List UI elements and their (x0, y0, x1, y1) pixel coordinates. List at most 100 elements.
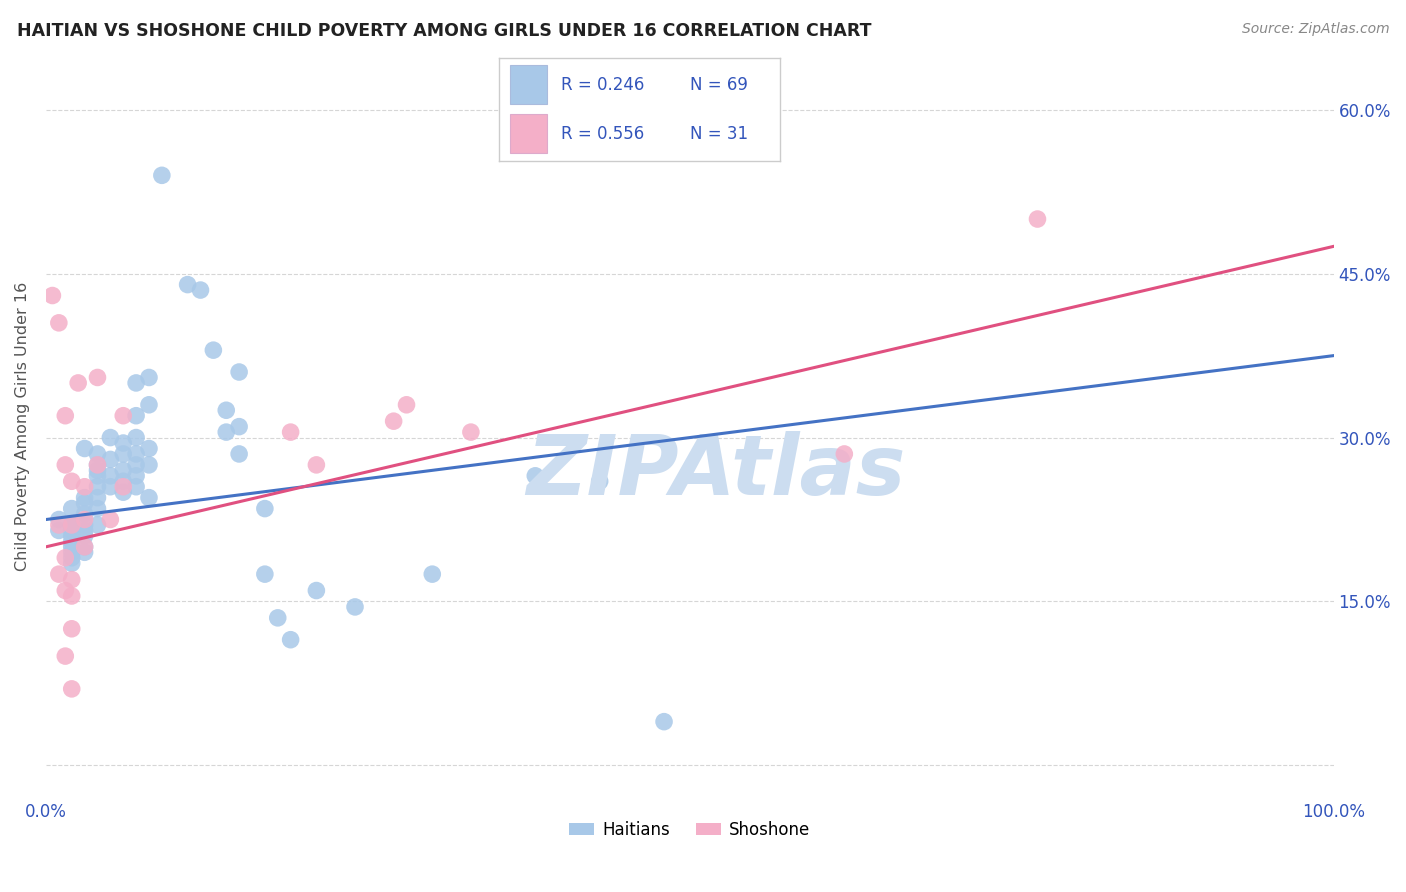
Point (60, 475, 83, 489)
Point (112, 475, 135, 489)
Point (60, 540, 83, 554)
Bar (510, 114, 547, 153)
Point (53, 550, 76, 565)
Text: N = 31: N = 31 (690, 125, 748, 143)
Text: ZIPAtlas: ZIPAtlas (526, 431, 905, 512)
Point (60, 681, 83, 696)
Point (125, 376, 148, 390)
Point (98, 468, 121, 483)
Point (73, 540, 96, 554)
Point (138, 458, 160, 472)
Point (41, 288, 63, 302)
Point (73, 496, 96, 510)
Point (1026, 212, 1049, 227)
Point (98, 512, 121, 526)
Point (138, 370, 160, 384)
Point (138, 442, 160, 456)
Point (460, 425, 482, 439)
Point (280, 632, 302, 647)
Point (60, 534, 83, 549)
Point (60, 573, 83, 587)
Point (73, 518, 96, 533)
Point (48, 567, 70, 582)
Point (60, 556, 83, 570)
Point (73, 512, 96, 526)
Point (86, 458, 108, 472)
Point (86, 468, 108, 483)
Point (48, 518, 70, 533)
Point (125, 480, 148, 494)
Point (86, 501, 108, 516)
Point (73, 529, 96, 543)
Point (253, 501, 276, 516)
Point (53, 583, 76, 598)
Point (53, 649, 76, 664)
Point (48, 512, 70, 526)
Point (589, 475, 612, 489)
Point (53, 409, 76, 423)
Point (228, 365, 250, 379)
Point (60, 518, 83, 533)
Point (176, 277, 198, 292)
Point (73, 480, 96, 494)
Point (138, 491, 160, 505)
Point (202, 343, 225, 358)
Point (73, 545, 96, 559)
Point (112, 436, 135, 450)
Text: R = 0.556: R = 0.556 (561, 125, 644, 143)
Point (138, 398, 160, 412)
Text: R = 0.246: R = 0.246 (561, 76, 644, 94)
Point (60, 622, 83, 636)
Point (228, 419, 250, 434)
Point (343, 599, 366, 614)
Point (420, 567, 443, 582)
Point (98, 480, 121, 494)
Point (112, 485, 135, 500)
Text: N = 69: N = 69 (690, 76, 748, 94)
Y-axis label: Child Poverty Among Girls Under 16: Child Poverty Among Girls Under 16 (15, 282, 30, 571)
Point (60, 524, 83, 538)
Point (228, 447, 250, 461)
Point (67, 376, 90, 390)
Bar (510, 65, 547, 104)
Point (112, 447, 135, 461)
Point (253, 567, 276, 582)
Point (125, 458, 148, 472)
Point (73, 524, 96, 538)
Point (524, 468, 547, 483)
Point (86, 370, 108, 384)
Point (73, 442, 96, 456)
Point (215, 425, 238, 439)
Point (382, 414, 405, 428)
Point (60, 501, 83, 516)
Point (280, 425, 302, 439)
Point (190, 283, 212, 297)
Point (73, 540, 96, 554)
Point (86, 480, 108, 494)
Text: Source: ZipAtlas.com: Source: ZipAtlas.com (1241, 22, 1389, 37)
Point (395, 398, 418, 412)
Point (48, 316, 70, 330)
Point (125, 431, 148, 445)
Point (60, 518, 83, 533)
Point (112, 463, 135, 477)
Point (125, 447, 148, 461)
Point (305, 458, 328, 472)
Point (98, 431, 121, 445)
Point (215, 403, 238, 417)
Point (48, 524, 70, 538)
Point (60, 550, 83, 565)
Point (60, 529, 83, 543)
Point (98, 452, 121, 467)
Point (53, 458, 76, 472)
Point (150, 169, 173, 183)
Point (267, 611, 290, 625)
Point (652, 714, 675, 729)
Point (73, 491, 96, 505)
Point (125, 409, 148, 423)
Legend: Haitians, Shoshone: Haitians, Shoshone (562, 814, 817, 846)
Text: HAITIAN VS SHOSHONE CHILD POVERTY AMONG GIRLS UNDER 16 CORRELATION CHART: HAITIAN VS SHOSHONE CHILD POVERTY AMONG … (17, 22, 872, 40)
Point (60, 589, 83, 603)
Point (73, 507, 96, 521)
Point (86, 458, 108, 472)
